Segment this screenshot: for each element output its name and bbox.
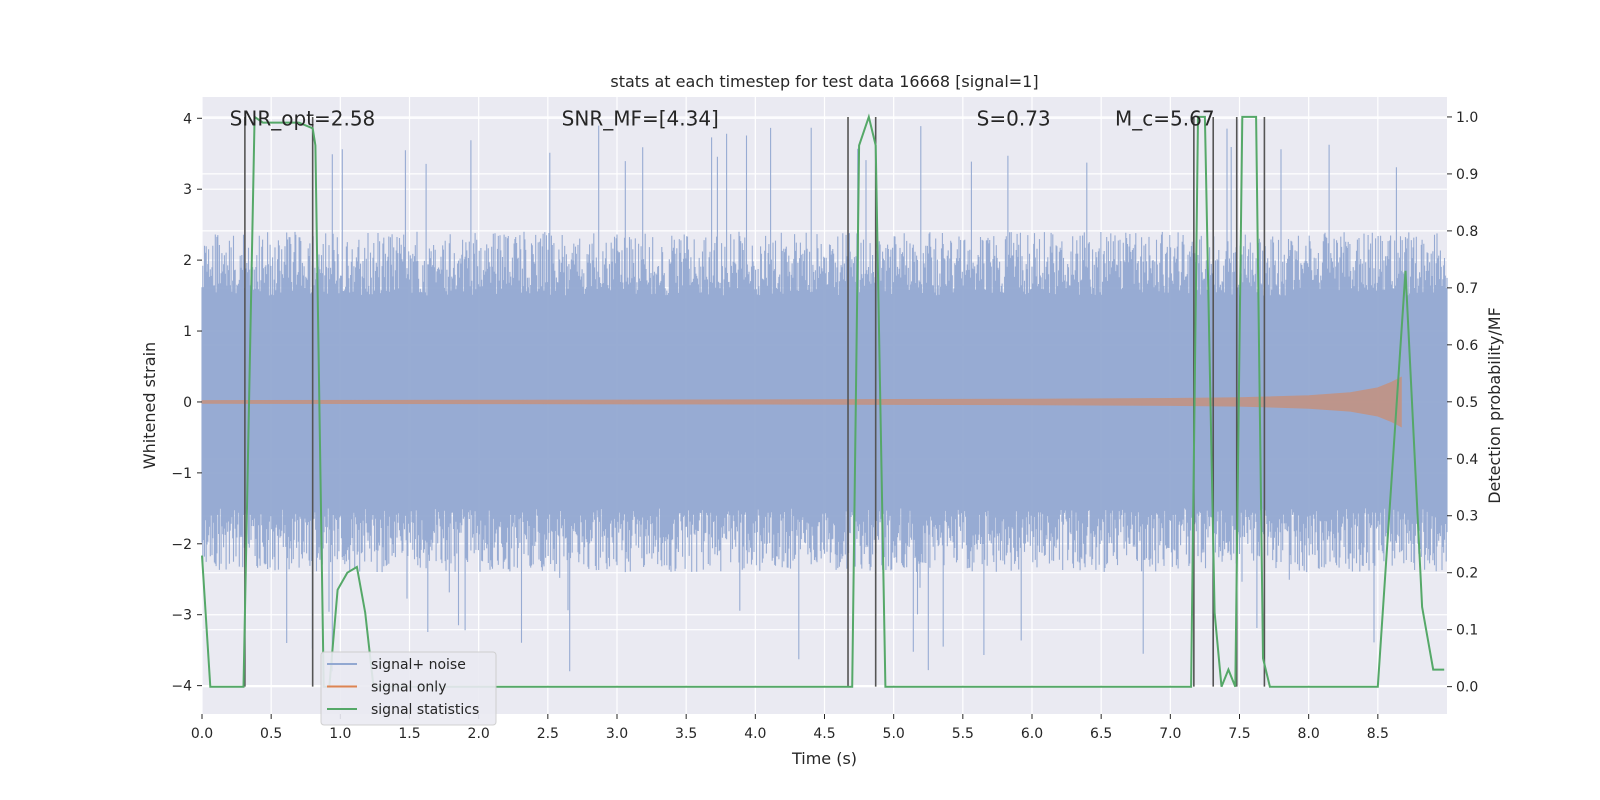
y-tick-label: 1 [183, 324, 192, 340]
y2-axis-title: Detection probability/MF [1485, 307, 1504, 504]
annotation-3: S=0.73 [977, 106, 1051, 130]
x-axis-title: Time (s) [791, 749, 857, 768]
x-tick-label: 6.5 [1090, 726, 1112, 742]
y2-tick-label: 0.4 [1456, 452, 1478, 468]
x-tick-label: 0.0 [191, 726, 213, 742]
x-tick-label: 1.5 [398, 726, 420, 742]
y-tick-label: −1 [171, 466, 192, 482]
legend-label: signal only [371, 680, 446, 696]
y2-tick-label: 0.1 [1456, 623, 1478, 639]
y2-tick-label: 0.0 [1456, 680, 1478, 696]
annotation-1: SNR_opt=2.58 [230, 106, 376, 130]
x-tick-label: 1.0 [329, 726, 351, 742]
annotation-2: SNR_MF=[4.34] [562, 106, 719, 130]
y2-tick-label: 0.6 [1456, 338, 1478, 354]
x-tick-labels: 0.0 0.5 1.0 1.5 2.0 2.5 3.0 3.5 4.0 4.5 5.0 5.5 6.0 6… [191, 714, 1389, 742]
y2-tick-labels: 0.0 0.1 0.2 0.3 0.4 0.5 0.6 0.7 0.8 0.9 1.0 [1447, 110, 1478, 696]
legend-box [320, 651, 497, 726]
y2-tick-label: 0.3 [1456, 509, 1478, 525]
chart-title: stats at each timestep for test data 166… [610, 72, 1038, 91]
y-tick-label: 0 [183, 395, 192, 411]
y-tick-label: −3 [171, 608, 192, 624]
y-tick-label: −4 [171, 679, 192, 695]
legend-label: signal+ noise [371, 657, 466, 673]
x-tick-label: 3.5 [675, 726, 697, 742]
y-tick-labels: −4 −3 −2 −1 0 1 2 3 4 [171, 111, 202, 695]
y-tick-label: 4 [183, 111, 192, 127]
x-tick-label: 5.5 [952, 726, 974, 742]
series-signal-statistics [201, 113, 1445, 688]
series-signal-only [201, 376, 1402, 428]
x-tick-label: 8.0 [1298, 726, 1320, 742]
x-tick-label: 6.0 [1021, 726, 1043, 742]
y2-tick-label: 0.9 [1456, 167, 1478, 183]
legend: signal+ noise signal only signal statistic… [320, 651, 497, 726]
y2-tick-label: 0.2 [1456, 566, 1478, 582]
y2-tick-label: 0.7 [1456, 281, 1478, 297]
annotations: SNR_opt=2.58 SNR_MF=[4.34] S=0.73 M_c=5.67 [230, 106, 1215, 130]
signal-envelope [201, 376, 1402, 428]
x-tick-label: 8.5 [1367, 726, 1389, 742]
x-tick-label: 7.0 [1159, 726, 1181, 742]
y2-tick-label: 0.8 [1456, 224, 1478, 240]
x-tick-label: 0.5 [260, 726, 282, 742]
x-tick-label: 2.0 [468, 726, 490, 742]
stats-line [201, 113, 1445, 688]
y-tick-label: 2 [183, 253, 192, 269]
y2-tick-label: 1.0 [1456, 110, 1478, 126]
y2-tick-label: 0.5 [1456, 395, 1478, 411]
y-tick-label: 3 [183, 182, 192, 198]
legend-label: signal statistics [371, 702, 479, 718]
y-tick-label: −2 [171, 537, 192, 553]
x-tick-label: 2.5 [537, 726, 559, 742]
x-tick-label: 3.0 [606, 726, 628, 742]
x-tick-label: 4.0 [744, 726, 766, 742]
x-tick-label: 7.5 [1228, 726, 1250, 742]
y-axis-title: Whitened strain [140, 342, 159, 469]
x-tick-label: 4.5 [813, 726, 835, 742]
x-tick-label: 5.0 [883, 726, 905, 742]
annotation-4: M_c=5.67 [1115, 106, 1215, 130]
